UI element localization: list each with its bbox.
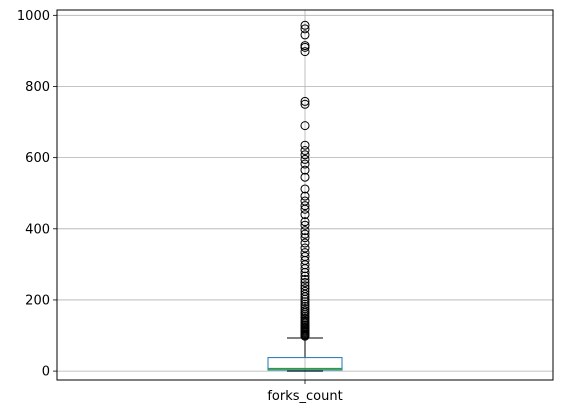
outlier-point — [300, 220, 310, 230]
y-tick-label: 200 — [25, 293, 50, 308]
interquartile-box — [267, 357, 343, 371]
outlier-point — [300, 140, 310, 150]
outlier-point — [300, 289, 310, 299]
plot-frame — [56, 9, 554, 381]
outliers — [300, 20, 310, 341]
outlier-point — [300, 99, 310, 109]
y-tick-label: 1000 — [17, 9, 50, 24]
outlier-point — [300, 210, 310, 220]
outlier-point — [300, 226, 310, 236]
outlier-point — [300, 191, 310, 201]
outlier-point — [300, 20, 310, 30]
y-tick-label: 400 — [25, 222, 50, 237]
outlier-point — [300, 172, 310, 182]
outlier-point — [300, 303, 310, 313]
outlier-point — [300, 146, 310, 156]
outlier-point — [300, 248, 310, 258]
outlier-point — [300, 184, 310, 194]
box-plot — [267, 337, 343, 372]
outlier-point — [300, 299, 310, 309]
outlier-point — [300, 47, 310, 57]
outlier-point — [300, 252, 310, 262]
outlier-point — [300, 41, 310, 51]
outlier-point — [300, 238, 310, 248]
outlier-point — [300, 30, 310, 40]
outlier-point — [300, 243, 310, 253]
outlier-point — [300, 217, 310, 227]
outlier-point — [300, 201, 310, 211]
y-tick-label: 600 — [25, 151, 50, 166]
outlier-point — [300, 301, 310, 311]
outlier-point — [300, 278, 310, 288]
axes: 0 200 400 600 800 1000 forks_count — [17, 9, 343, 404]
outlier-point — [300, 159, 310, 169]
y-tick-label: 800 — [25, 80, 50, 95]
outlier-point — [300, 229, 310, 239]
outlier-point — [300, 281, 310, 291]
outlier-point — [300, 24, 310, 34]
outlier-point — [300, 150, 310, 160]
outlier-point — [300, 196, 310, 206]
outlier-point — [300, 284, 310, 294]
outlier-point — [300, 274, 310, 284]
outlier-point — [300, 121, 310, 131]
outlier-point — [300, 154, 310, 164]
outlier-point — [300, 297, 310, 307]
y-tick-label: 0 — [42, 365, 50, 380]
outlier-point — [300, 286, 310, 296]
x-tick-label: forks_count — [267, 389, 342, 404]
outlier-point — [300, 165, 310, 175]
outlier-point — [300, 96, 310, 106]
outlier-point — [300, 306, 310, 316]
outlier-point — [300, 233, 310, 243]
outlier-point — [300, 271, 310, 281]
